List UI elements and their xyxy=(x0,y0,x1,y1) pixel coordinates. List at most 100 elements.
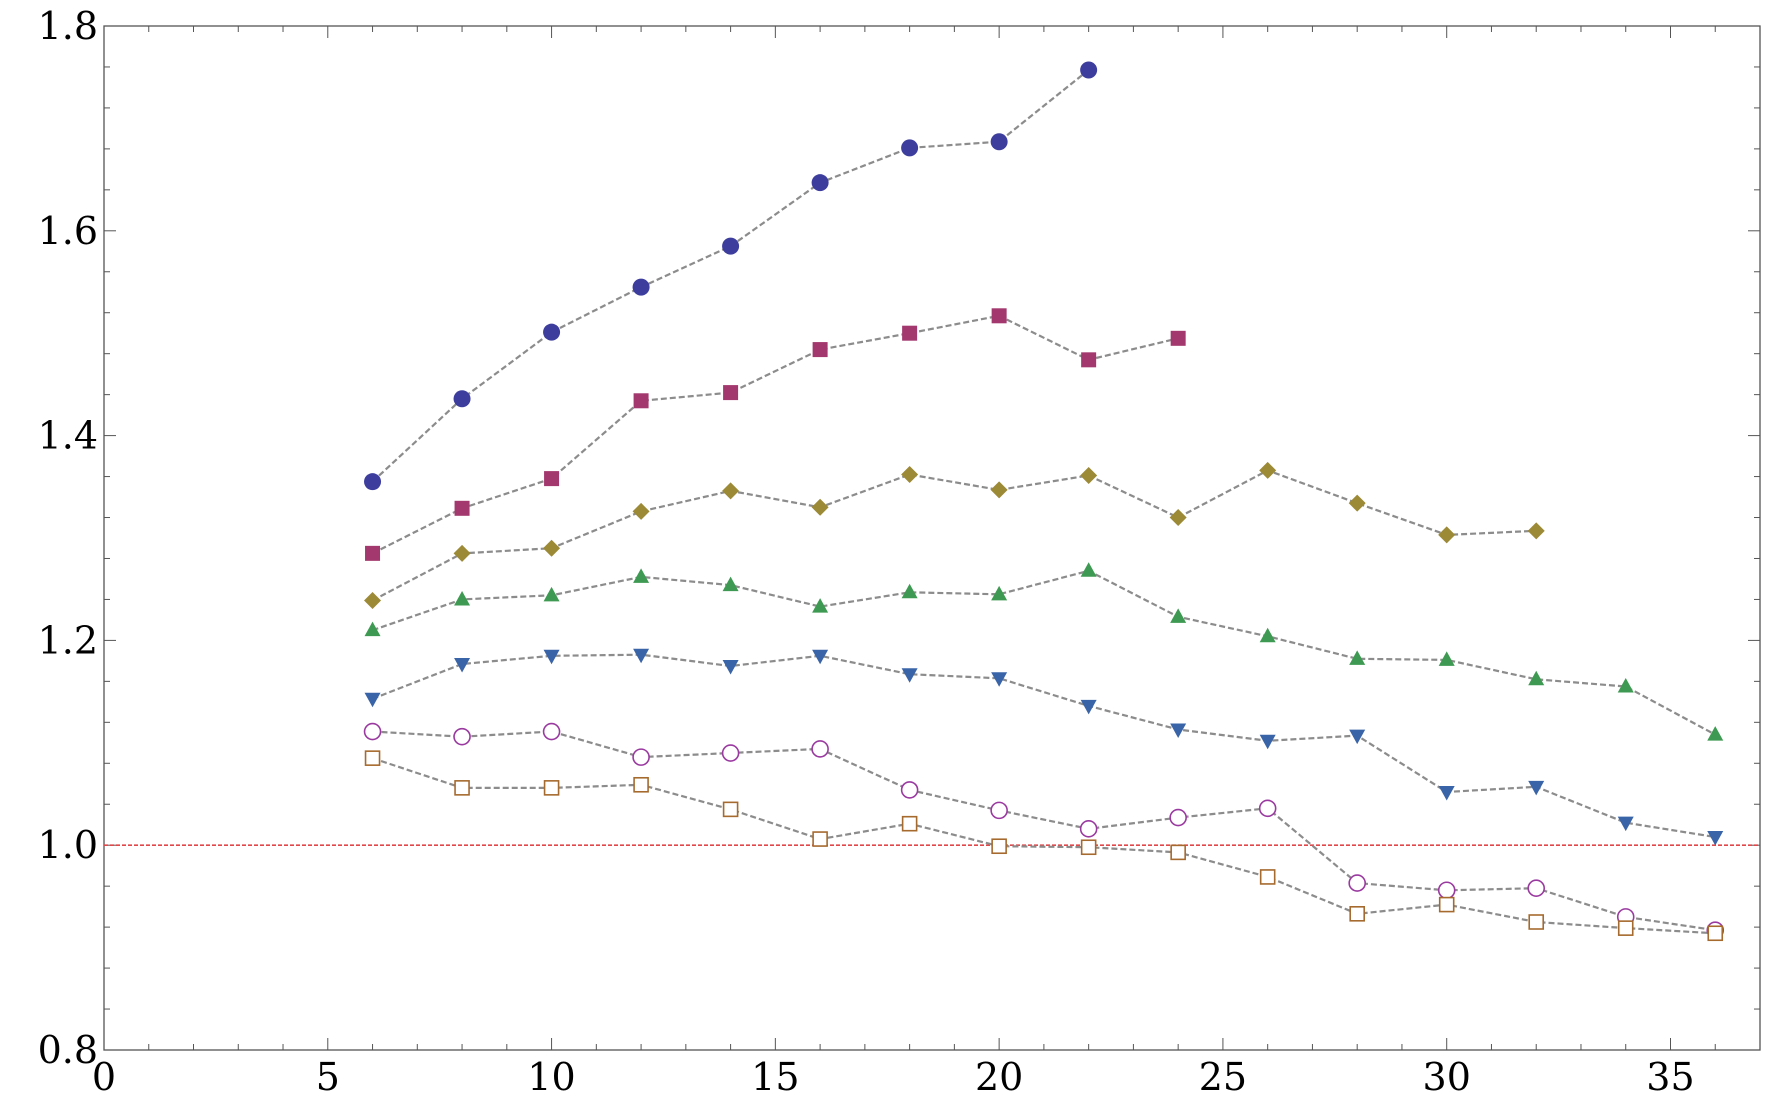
series-line-6 xyxy=(372,730,1716,932)
y-tick-label: 1.2 xyxy=(38,618,98,662)
data-point-series-3 xyxy=(1080,467,1098,485)
data-point-series-7 xyxy=(633,776,649,793)
data-point-series-3 xyxy=(811,498,829,516)
series-line-7 xyxy=(372,757,1716,935)
data-point-series-1 xyxy=(543,323,561,341)
data-point-series-2 xyxy=(991,308,1007,324)
y-tick-label: 1.4 xyxy=(38,414,98,458)
data-point-series-4 xyxy=(1080,562,1097,577)
data-point-series-6 xyxy=(811,740,829,758)
data-point-series-5 xyxy=(454,657,471,673)
data-point-series-3 xyxy=(632,502,650,520)
data-point-series-4 xyxy=(364,621,381,637)
data-point-series-3 xyxy=(990,481,1008,499)
data-point-series-6 xyxy=(1527,879,1546,898)
data-point-series-4 xyxy=(1438,651,1455,666)
data-point-series-5 xyxy=(901,668,918,683)
data-point-series-2 xyxy=(454,500,470,516)
data-point-series-6 xyxy=(990,801,1008,820)
data-point-series-6 xyxy=(721,744,740,762)
series-line-1 xyxy=(371,69,1090,483)
data-point-series-2 xyxy=(812,342,828,358)
data-point-series-4 xyxy=(901,583,918,599)
data-point-series-6 xyxy=(900,781,919,799)
data-point-series-5 xyxy=(543,649,560,665)
data-point-series-7 xyxy=(722,801,739,818)
data-point-series-4 xyxy=(1707,726,1724,741)
data-point-series-7 xyxy=(364,750,381,766)
y-tick-label: 0.8 xyxy=(38,1028,98,1072)
data-point-series-2 xyxy=(633,393,649,409)
data-point-series-6 xyxy=(363,722,382,741)
data-point-series-5 xyxy=(1528,780,1545,796)
data-point-series-1 xyxy=(453,390,471,408)
data-point-series-3 xyxy=(1438,526,1456,544)
data-point-series-7 xyxy=(454,780,470,796)
data-point-series-2 xyxy=(1081,352,1097,368)
data-point-series-6 xyxy=(453,727,471,746)
x-tick-label: 30 xyxy=(1423,1055,1471,1094)
data-point-series-4 xyxy=(1259,627,1276,643)
data-point-series-2 xyxy=(1170,330,1186,346)
y-tick-label: 1.6 xyxy=(38,209,98,253)
data-point-series-4 xyxy=(812,598,829,613)
data-point-series-6 xyxy=(542,722,561,741)
data-point-series-3 xyxy=(364,591,382,609)
data-point-series-7 xyxy=(1438,896,1455,913)
data-point-series-1 xyxy=(364,473,382,491)
data-point-series-3 xyxy=(1527,522,1545,540)
plot-area: 0 5 10 15 20 25 30 35 0.8 1.0 1.2 1.4 1.6 1.8 xyxy=(38,4,1761,1094)
data-point-series-6 xyxy=(1258,799,1277,818)
data-point-series-5 xyxy=(1349,729,1366,745)
data-point-series-5 xyxy=(364,692,381,708)
data-point-series-7 xyxy=(1617,920,1634,936)
data-point-series-2 xyxy=(902,325,918,341)
data-point-series-7 xyxy=(1349,906,1365,922)
x-tick-label: 35 xyxy=(1646,1055,1694,1094)
data-point-series-4 xyxy=(722,576,739,592)
data-point-series-1 xyxy=(632,278,650,296)
data-point-series-2 xyxy=(723,385,739,401)
data-point-series-1 xyxy=(901,139,919,157)
x-tick-label: 0 xyxy=(92,1055,116,1094)
x-tick-label: 10 xyxy=(527,1055,575,1094)
data-point-series-1 xyxy=(811,174,829,192)
data-point-series-2 xyxy=(365,545,381,561)
data-point-series-6 xyxy=(1437,881,1456,900)
data-point-series-4 xyxy=(1349,650,1366,665)
data-point-series-5 xyxy=(633,648,650,664)
data-point-series-4 xyxy=(1170,608,1187,623)
data-point-series-6 xyxy=(1169,808,1187,827)
data-point-series-5 xyxy=(1259,734,1276,750)
data-point-series-7 xyxy=(543,780,560,796)
data-point-series-3 xyxy=(543,539,561,557)
series-line-5 xyxy=(372,653,1716,839)
data-point-series-6 xyxy=(1348,874,1366,892)
series-line-3 xyxy=(371,469,1537,602)
data-point-series-7 xyxy=(812,831,828,847)
data-point-series-4 xyxy=(454,590,471,606)
data-point-series-7 xyxy=(1259,869,1276,885)
data-point-series-5 xyxy=(1170,723,1187,738)
x-tick-label: 20 xyxy=(975,1055,1023,1094)
data-point-series-1 xyxy=(990,133,1008,151)
data-point-series-6 xyxy=(1079,820,1098,838)
series-line-2 xyxy=(372,314,1179,555)
data-point-series-1 xyxy=(722,237,740,255)
data-point-series-5 xyxy=(1707,831,1724,846)
data-point-series-4 xyxy=(543,586,560,602)
data-point-series-3 xyxy=(1169,509,1187,527)
x-tick-label: 25 xyxy=(1199,1055,1247,1094)
data-point-series-6 xyxy=(632,748,650,766)
data-point-series-7 xyxy=(1170,844,1186,861)
data-point-series-3 xyxy=(1348,494,1366,512)
data-point-series-5 xyxy=(812,649,829,665)
data-point-series-7 xyxy=(1080,839,1097,856)
data-point-series-5 xyxy=(991,672,1008,687)
data-point-series-4 xyxy=(991,585,1008,601)
data-point-series-5 xyxy=(1438,785,1455,801)
data-point-series-4 xyxy=(1617,677,1634,693)
series-line-4 xyxy=(372,569,1716,736)
data-point-series-5 xyxy=(1617,816,1634,832)
